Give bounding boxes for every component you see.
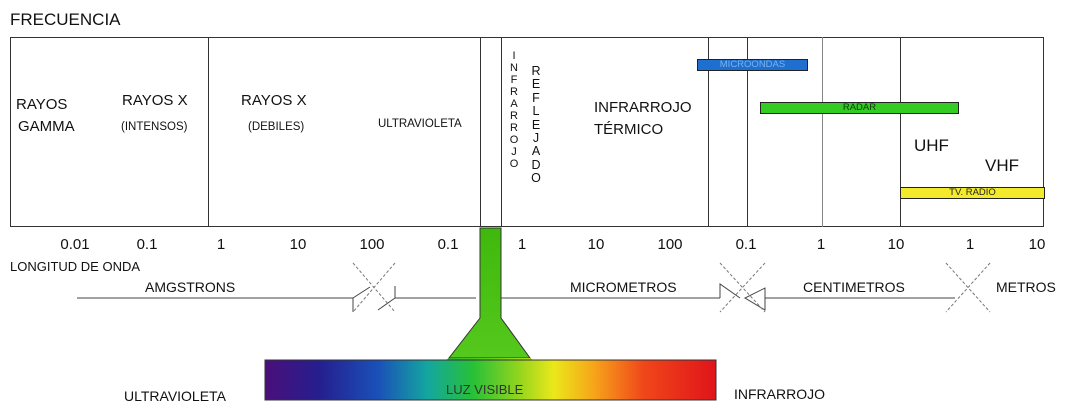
region-xray-intense-line2: (INTENSOS)	[121, 121, 188, 133]
region-xray-weak-line1: RAYOS X	[241, 92, 307, 109]
unit-micrometers: MICROMETROS	[570, 279, 677, 295]
wavelength-tick: 10	[887, 236, 905, 253]
wavelength-tick: 10	[587, 236, 605, 253]
wavelength-tick: 1	[216, 236, 226, 253]
region-gamma-line1: RAYOS	[16, 96, 68, 113]
wavelength-tick: 0.1	[136, 236, 158, 253]
wavelength-tick: 100	[359, 236, 385, 253]
visible-light-label: LUZ VISIBLE	[446, 382, 524, 397]
region-gamma-line2: GAMMA	[18, 118, 75, 135]
visible-spectrum-bar	[264, 359, 717, 401]
region-infrared-vertical: INFRARROJO	[509, 50, 519, 170]
divider-line	[900, 37, 901, 227]
region-thermal-ir-line2: TÉRMICO	[594, 121, 664, 138]
band-tv-radio: TV. RADIO	[900, 187, 1045, 199]
wavelength-tick: 0.01	[60, 236, 90, 253]
unit-angstroms: AMGSTRONS	[145, 279, 236, 295]
region-reflected-vertical: REFLEJADO	[531, 64, 541, 186]
wavelength-tick: 0.1	[735, 236, 757, 253]
region-xray-intense-line1: RAYOS X	[122, 92, 188, 109]
unit-meters: METROS	[996, 279, 1056, 295]
band-microwaves: MICROONDAS	[697, 59, 808, 71]
divider-line	[480, 37, 481, 227]
divider-line	[501, 37, 502, 227]
divider-line	[747, 37, 748, 227]
region-xray-weak-line2: (DEBILES)	[248, 121, 305, 133]
wavelength-label: LONGITUD DE ONDA	[10, 259, 141, 274]
wavelength-tick: 100	[657, 236, 683, 253]
divider-line	[822, 37, 823, 227]
band-radar: RADAR	[760, 102, 959, 114]
wavelength-tick: 1	[816, 236, 826, 253]
divider-line	[208, 37, 209, 227]
region-uhf: UHF	[914, 136, 949, 155]
wavelength-tick: 1	[517, 236, 527, 253]
visible-left-label: ULTRAVIOLETA	[124, 388, 226, 404]
title: FRECUENCIA	[10, 10, 121, 29]
wavelength-tick: 1	[965, 236, 975, 253]
wavelength-tick: 10	[1028, 236, 1046, 253]
region-thermal-ir-line1: INFRARROJO	[594, 99, 692, 116]
unit-centimeters: CENTIMETROS	[803, 279, 905, 295]
divider-line	[708, 37, 709, 227]
visible-right-label: INFRARROJO	[734, 386, 825, 402]
frequency-box	[10, 37, 1044, 227]
region-ultraviolet: ULTRAVIOLETA	[378, 118, 462, 130]
wavelength-tick: 10	[289, 236, 307, 253]
region-vhf: VHF	[985, 156, 1019, 175]
wavelength-tick: 0.1	[437, 236, 459, 253]
